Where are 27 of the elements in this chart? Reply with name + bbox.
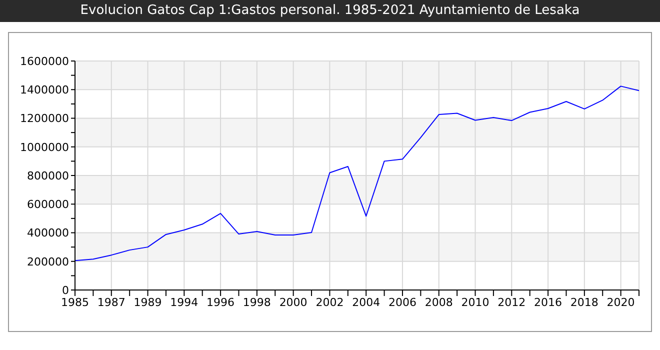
y-tick-label: 1200000: [20, 112, 69, 126]
y-tick-label: 800000: [27, 169, 69, 182]
x-tick-label: 1989: [134, 296, 162, 309]
x-tick-label: 1985: [61, 296, 89, 309]
line-series: [74, 86, 640, 262]
y-tick-label: 1400000: [20, 84, 69, 97]
x-tick-label: 2000: [279, 296, 308, 309]
x-tick-label: 2004: [352, 296, 380, 309]
x-tick-label: 1998: [242, 296, 271, 309]
x-tick-label: 2012: [498, 296, 526, 309]
x-tick-label: 2008: [424, 296, 453, 309]
x-tick-label: 2018: [570, 296, 598, 309]
y-tick-label: 0: [62, 284, 69, 297]
x-tick-label: 2010: [461, 296, 490, 309]
chart-title: Evolucion Gatos Cap 1:Gastos personal. 1985-2021 Ayuntamiento de Lesaka: [0, 0, 660, 22]
y-tick-label: 600000: [27, 198, 69, 212]
x-tick-label: 2020: [606, 296, 635, 309]
x-tick-label: 1996: [206, 296, 235, 309]
x-tick-label: 1987: [97, 296, 126, 309]
y-tick-label: 200000: [27, 255, 69, 268]
x-tick-label: 2016: [534, 296, 562, 309]
x-tick-label: 1994: [170, 296, 198, 309]
y-tick-label: 1600000: [20, 54, 69, 68]
y-tick-label: 400000: [27, 226, 69, 240]
x-tick-label: 2006: [388, 296, 416, 309]
x-tick-label: 2002: [316, 296, 344, 309]
y-tick-label: 1000000: [20, 140, 69, 154]
